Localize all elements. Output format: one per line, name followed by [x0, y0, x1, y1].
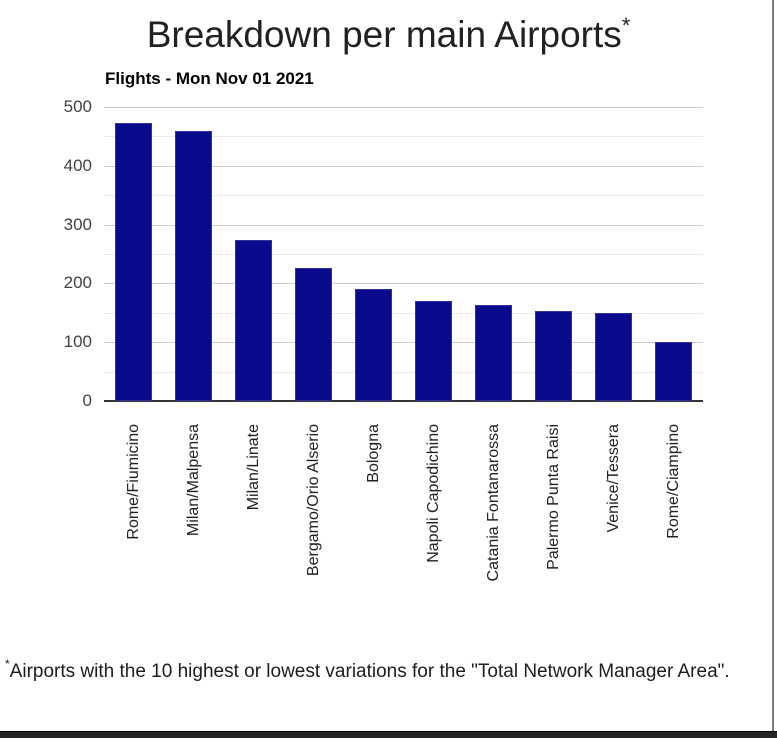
window-bottom-edge — [0, 731, 777, 738]
gridline-major — [104, 107, 703, 108]
x-axis-label: Bologna — [365, 424, 383, 483]
gridline-minor — [104, 195, 703, 197]
y-axis-tick-label: 500 — [63, 97, 92, 116]
footnote-asterisk: * — [5, 657, 10, 671]
title-asterisk: * — [621, 13, 631, 38]
gridline-minor — [104, 136, 703, 138]
bar-venice-tessera[interactable] — [594, 312, 632, 401]
x-axis-label: Napoli Capodichino — [424, 424, 442, 563]
y-axis-tick-label: 100 — [63, 332, 92, 352]
page-title-text: Breakdown per main Airports — [146, 14, 622, 55]
gridline-minor — [104, 254, 703, 255]
y-axis-tick-label: 300 — [63, 214, 92, 234]
gridline-major — [104, 224, 703, 226]
gridline-major — [104, 342, 703, 344]
bar-milan-malpensa[interactable] — [175, 131, 213, 401]
bar-rome-ciampino[interactable] — [654, 341, 692, 401]
gridline-major — [104, 283, 703, 285]
footnote-text: Airports with the 10 highest or lowest v… — [9, 661, 730, 682]
bar-rome-fiumicino[interactable] — [115, 123, 153, 401]
x-axis-label: Catania Fontanarossa — [484, 424, 502, 582]
x-axis-label: Milan/Linate — [245, 424, 263, 511]
gridline-major — [104, 165, 703, 167]
x-axis-label: Bergamo/Orio Alserio — [305, 424, 323, 577]
y-axis-labels: 0 100 200 300 400 500 — [30, 97, 92, 410]
bar-bergamo-orio-alserio[interactable] — [295, 267, 333, 401]
x-axis-label: Rome/Ciampino — [664, 424, 682, 539]
bar-palermo-punta-raisi[interactable] — [534, 311, 572, 401]
bar-bologna[interactable] — [355, 288, 393, 401]
bar-napoli-capodichino[interactable] — [414, 301, 452, 401]
page-title: Breakdown per main Airports* — [0, 4, 777, 57]
y-axis-tick-label: 200 — [63, 273, 92, 293]
plot-area — [104, 107, 703, 402]
x-axis-line — [104, 400, 703, 402]
bar-catania-fontanarossa[interactable] — [474, 305, 512, 401]
x-axis-label: Rome/Fiumicino — [125, 424, 143, 540]
x-axis-label: Milan/Malpensa — [185, 424, 203, 537]
x-axis-label: Venice/Tessera — [604, 424, 622, 533]
y-axis-tick-label: 0 — [82, 391, 92, 410]
gridline-minor — [104, 371, 703, 373]
x-axis-label: Palermo Punta Raisi — [544, 424, 562, 570]
y-axis-tick-label: 400 — [63, 155, 92, 175]
chart-subtitle: Flights - Mon Nov 01 2021 — [105, 69, 314, 88]
bar-milan-linate[interactable] — [235, 239, 273, 401]
window-right-edge — [772, 0, 774, 732]
gridline-minor — [104, 312, 703, 314]
footnote: *Airports with the 10 highest or lowest … — [5, 650, 767, 686]
